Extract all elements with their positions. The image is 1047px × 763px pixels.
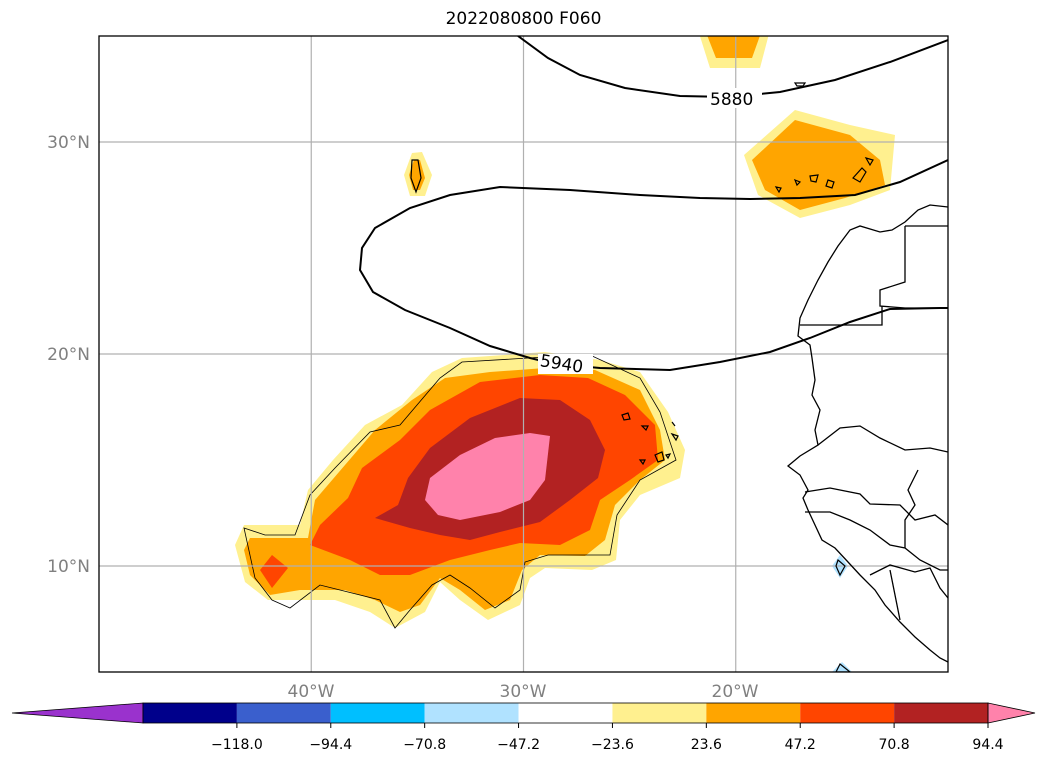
colorbar-extend-high xyxy=(987,702,1036,724)
lat-tick-labels: 10°N 20°N 30°N xyxy=(47,133,90,577)
shade-top-main xyxy=(425,433,550,520)
contour-5940-line xyxy=(358,159,948,372)
colorbar-segment xyxy=(800,703,895,723)
colorbar-tick-label: −118.0 xyxy=(211,737,263,753)
contour-label-5880: 5880 xyxy=(710,90,753,110)
coastlines xyxy=(786,204,948,663)
colorbar-tick-label: −23.6 xyxy=(591,737,634,753)
lon-tick-label-30w: 30°W xyxy=(500,682,547,702)
shade-70-top xyxy=(707,36,760,58)
lon-tick-labels: 40°W 30°W 20°W xyxy=(288,682,759,702)
colorbar-segment xyxy=(706,703,801,723)
map-title: 2022080800 F060 xyxy=(445,9,602,29)
contour-label-bg-5880 xyxy=(707,88,762,108)
colorbar-tick-label: −94.4 xyxy=(309,737,352,753)
colorbar-tick-label: 23.6 xyxy=(691,737,722,753)
lat-tick-label-20n: 20°N xyxy=(47,345,90,365)
colorbar-tick-label: 70.8 xyxy=(879,737,910,753)
contour-5880-line xyxy=(517,36,948,99)
colorbar-tick-label: −47.2 xyxy=(497,737,540,753)
border-5 xyxy=(804,487,948,526)
map-frame xyxy=(98,35,949,673)
colorbar-tick-label: 47.2 xyxy=(785,737,816,753)
colorbar-extend-low xyxy=(11,702,144,724)
shade-94-spot xyxy=(260,555,288,588)
border-4 xyxy=(817,425,948,453)
colorbar-segment xyxy=(143,703,237,723)
border-9 xyxy=(889,569,901,621)
colorbar-tick-label: 94.4 xyxy=(972,737,1003,753)
anomaly-outline xyxy=(243,354,677,629)
colorbar xyxy=(11,702,1036,728)
colorbar-tick-label: −70.8 xyxy=(403,737,446,753)
height-contours xyxy=(358,36,948,372)
contour-label-bg-5940 xyxy=(538,354,593,374)
lat-tick-label-10n: 10°N xyxy=(47,557,90,577)
map-panel: 5880 5940 xyxy=(99,36,948,672)
colorbar-segment xyxy=(612,703,707,723)
colorbar-segment xyxy=(330,703,425,723)
lon-tick-label-40w: 40°W xyxy=(288,682,335,702)
colorbar-tick-labels: −118.0 −94.4 −70.8 −47.2 −23.6 23.6 47.2 70.8 94… xyxy=(211,737,1004,753)
border-7 xyxy=(869,564,948,599)
colorbar-frame xyxy=(142,702,989,724)
colorbar-segment xyxy=(424,703,519,723)
border-6 xyxy=(805,511,948,571)
border-2 xyxy=(879,226,948,309)
anomaly-shading xyxy=(235,36,895,672)
africa-coastline xyxy=(786,204,948,663)
colorbar-segment xyxy=(236,703,331,723)
islands xyxy=(410,82,874,672)
colorbar-segment xyxy=(518,703,613,723)
colorbar-segment xyxy=(894,703,988,723)
gridlines xyxy=(99,36,948,672)
lat-tick-label-30n: 30°N xyxy=(47,133,90,153)
lon-tick-label-20w: 20°W xyxy=(712,682,759,702)
border-8 xyxy=(904,469,919,548)
